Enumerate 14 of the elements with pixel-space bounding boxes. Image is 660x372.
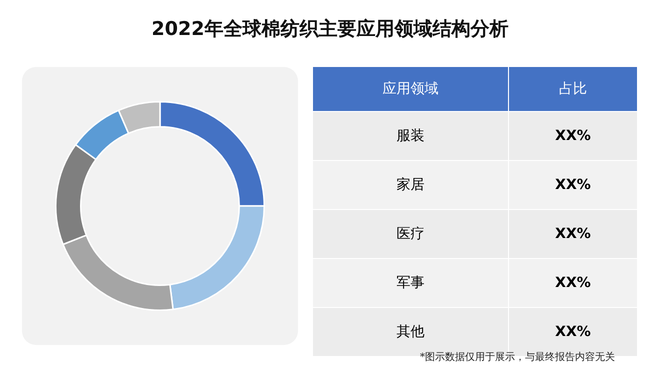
category-label: 军事 <box>313 258 508 308</box>
text: XX% <box>555 275 591 291</box>
text: 应用领域 <box>313 67 508 112</box>
text: XX% <box>555 177 591 193</box>
text: XX% <box>555 226 591 242</box>
category-label: 服装 <box>313 112 508 160</box>
category-label: 家居 <box>313 160 508 210</box>
text: 占比 <box>508 67 638 112</box>
text: 2022年全球棉纺织主要应用领域结构分析 <box>150 17 510 42</box>
text: *图示数据仅用于展示，与最终报告内容无关 <box>420 350 615 364</box>
category-label: 医疗 <box>313 210 508 258</box>
text: XX% <box>555 128 591 144</box>
category-label: 其他 <box>396 324 424 340</box>
text: XX% <box>555 324 591 340</box>
